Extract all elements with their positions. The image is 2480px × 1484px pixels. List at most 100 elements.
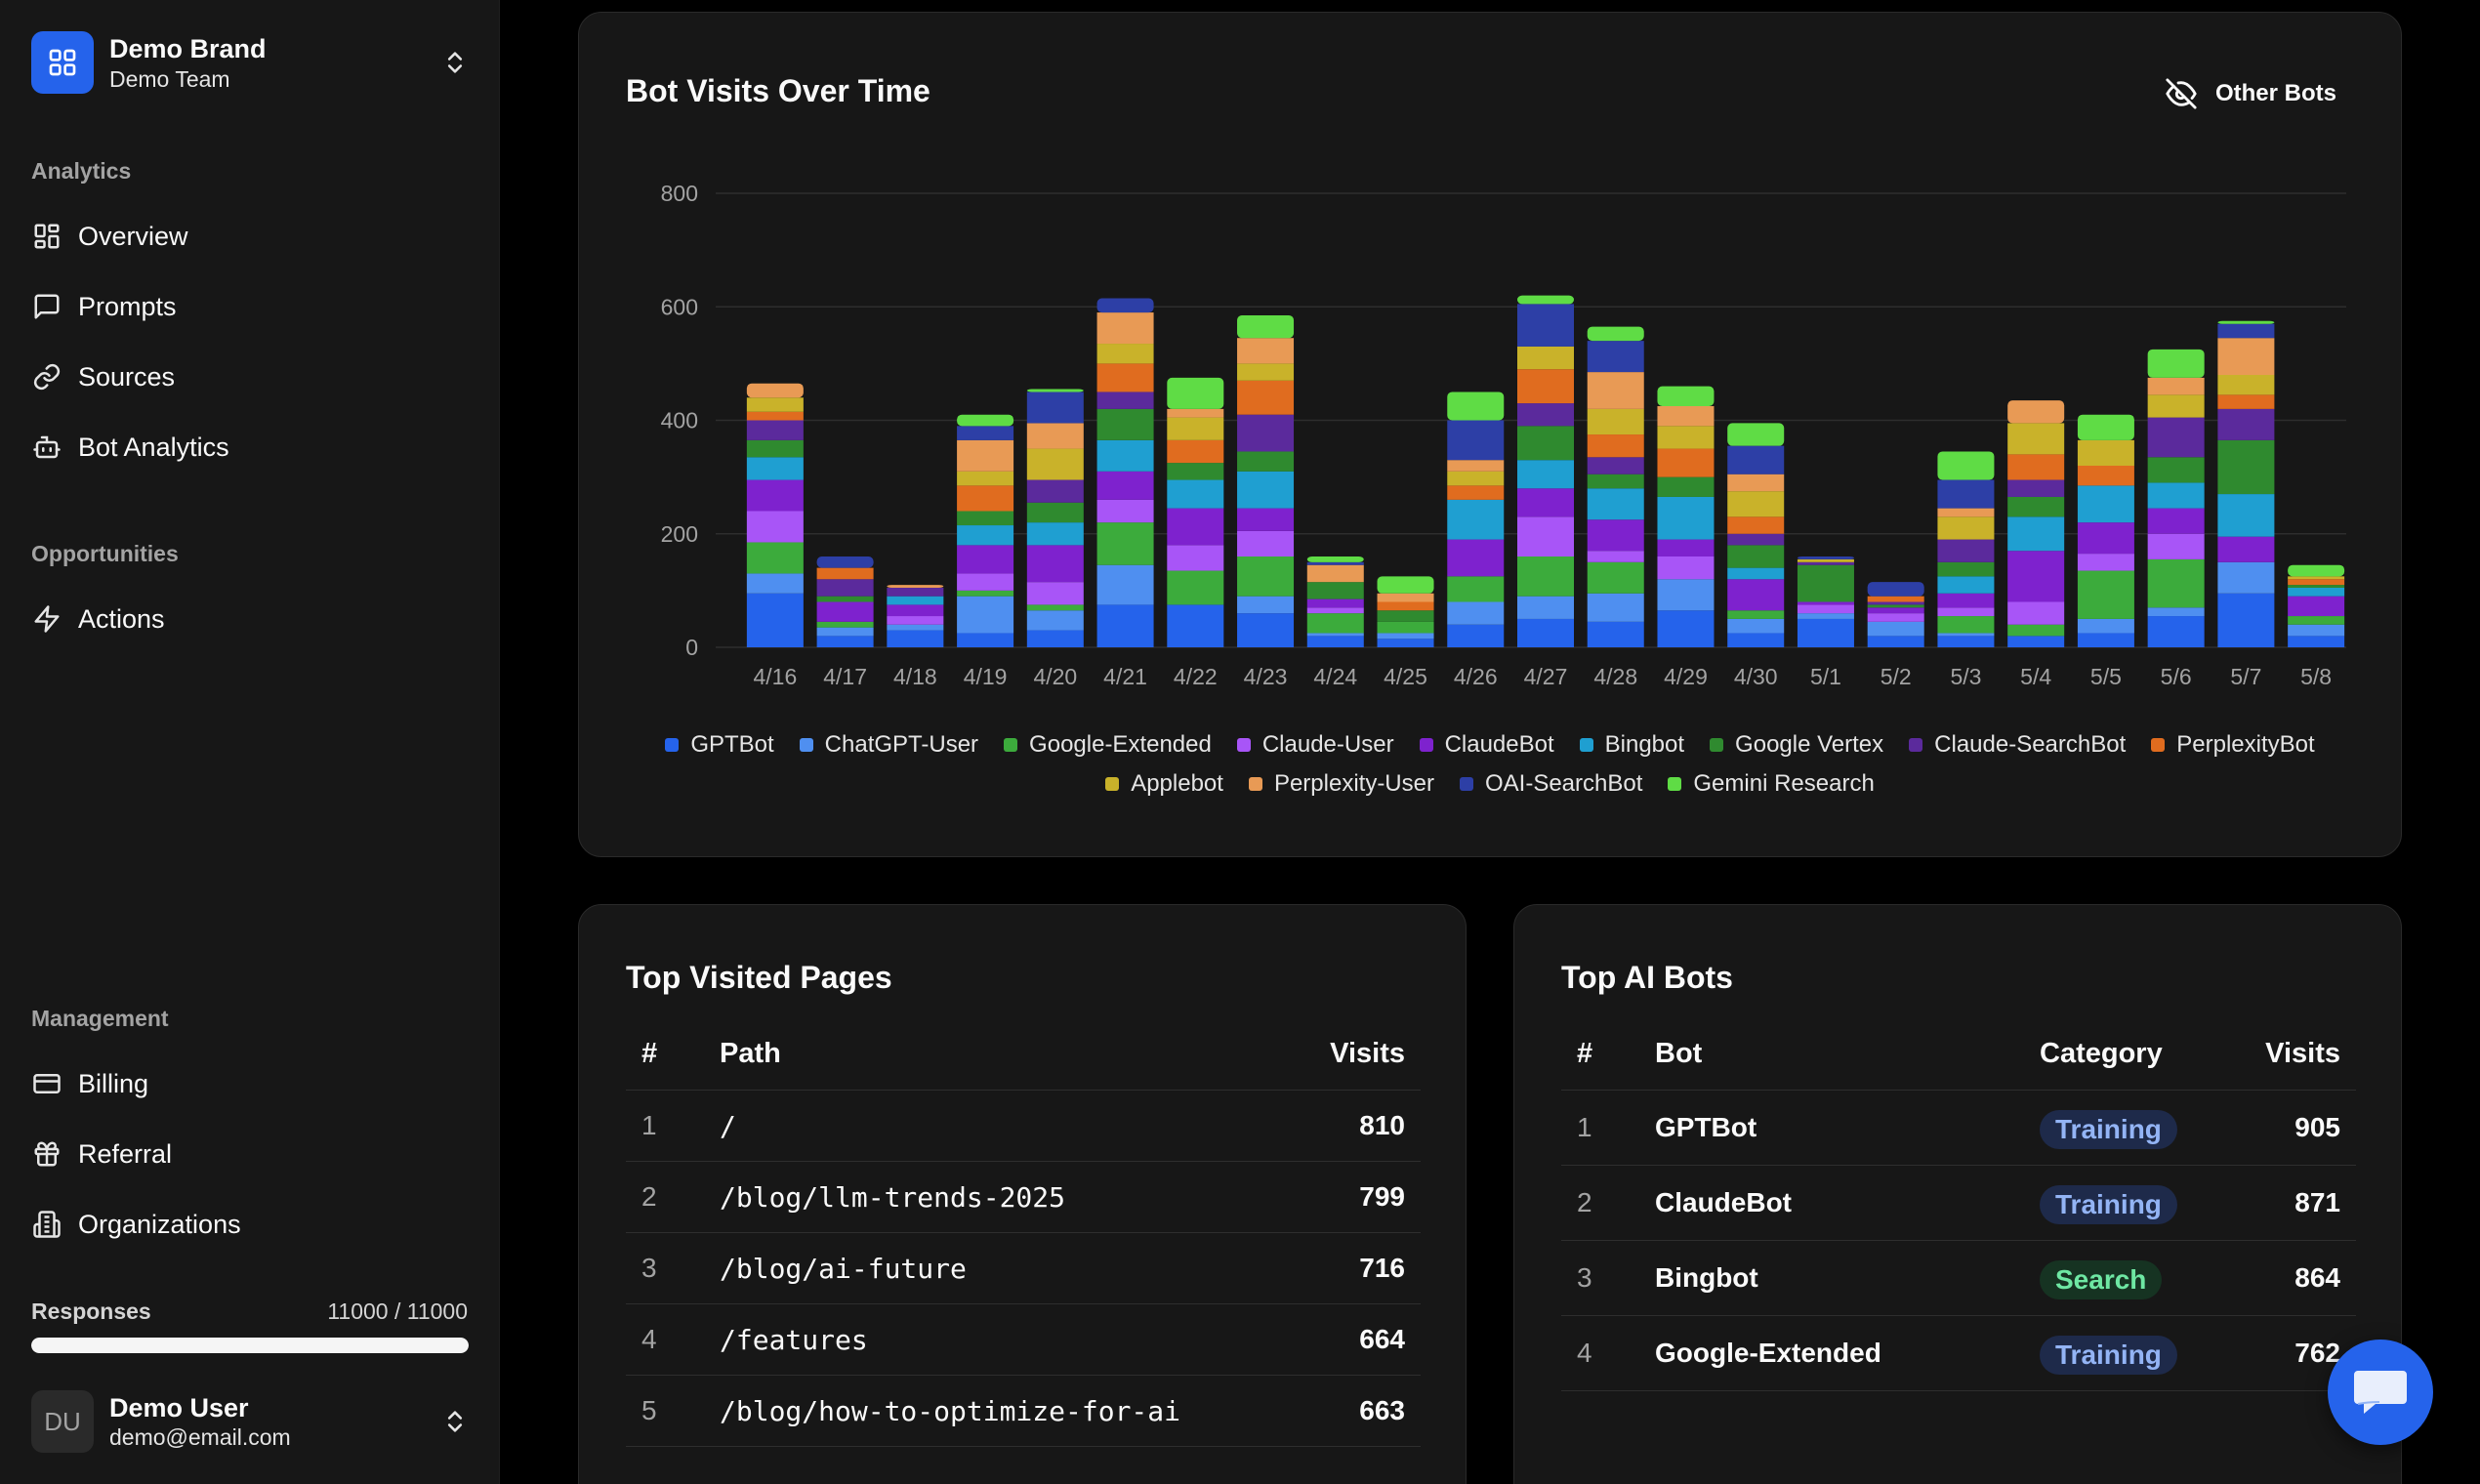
bar-segment[interactable] <box>1167 508 1224 546</box>
bar-segment[interactable] <box>816 627 874 637</box>
legend-item[interactable]: OAI-SearchBot <box>1459 770 1642 798</box>
bar-segment[interactable] <box>1447 485 1505 500</box>
bar-segment[interactable] <box>1517 460 1574 489</box>
bar-segment[interactable] <box>2288 576 2345 580</box>
bar-segment[interactable] <box>1167 408 1224 418</box>
bar-segment[interactable] <box>1026 604 1084 611</box>
bar-segment[interactable] <box>1797 556 1854 559</box>
bar-segment[interactable] <box>1306 636 1364 647</box>
bar-segment[interactable] <box>1167 479 1224 509</box>
bar-segment[interactable] <box>1587 551 1644 562</box>
bar-segment[interactable] <box>1096 604 1154 647</box>
table-row[interactable]: 1 GPTBot Training 905 <box>1561 1091 2356 1166</box>
other-bots-toggle[interactable]: Other Bots <box>2165 77 2336 110</box>
bar-segment[interactable] <box>1306 561 1364 565</box>
bar-segment[interactable] <box>1447 624 1505 647</box>
bar-segment[interactable] <box>2288 587 2345 597</box>
bar-segment[interactable] <box>816 596 874 602</box>
bar-segment[interactable] <box>1096 392 1154 409</box>
bar-segment[interactable] <box>1937 479 1995 509</box>
bar-segment[interactable] <box>1167 570 1224 605</box>
sidebar-item-billing[interactable]: Billing <box>31 1060 148 1107</box>
bar-segment[interactable] <box>1517 369 1574 404</box>
legend-item[interactable]: Applebot <box>1105 770 1223 798</box>
bar-segment[interactable] <box>1657 448 1715 477</box>
bar-segment[interactable] <box>816 601 874 622</box>
bar-segment[interactable] <box>957 545 1014 574</box>
table-row[interactable]: 2/blog/llm-trends-2025 799 <box>626 1162 1421 1233</box>
bar-segment[interactable] <box>957 439 1014 472</box>
bar-segment[interactable] <box>1937 451 1995 480</box>
legend-item[interactable]: PerplexityBot <box>2151 731 2315 759</box>
legend-item[interactable]: Claude-User <box>1236 731 1394 759</box>
bar-segment[interactable] <box>2007 636 2065 647</box>
bar-segment[interactable] <box>1447 601 1505 625</box>
bar-segment[interactable] <box>1517 618 1574 647</box>
table-row[interactable]: 3/blog/ai-future 716 <box>626 1233 1421 1304</box>
bar-segment[interactable] <box>1096 499 1154 523</box>
bar-segment[interactable] <box>1797 613 1854 619</box>
legend-item[interactable]: Gemini Research <box>1668 770 1875 798</box>
bar-segment[interactable] <box>887 587 944 597</box>
bar-segment[interactable] <box>1237 414 1295 452</box>
bar-segment[interactable] <box>1026 630 1084 647</box>
bar-segment[interactable] <box>1587 372 1644 409</box>
bar-segment[interactable] <box>746 439 804 458</box>
bar-segment[interactable] <box>1377 621 1434 634</box>
bar-segment[interactable] <box>1237 556 1295 597</box>
legend-item[interactable]: ClaudeBot <box>1419 731 1554 759</box>
bar-segment[interactable] <box>1447 460 1505 472</box>
bar-segment[interactable] <box>1447 392 1505 421</box>
sidebar-item-bot-analytics[interactable]: Bot Analytics <box>31 424 229 471</box>
bar-segment[interactable] <box>1237 596 1295 614</box>
bar-segment[interactable] <box>1867 582 1924 597</box>
legend-item[interactable]: Claude-SearchBot <box>1909 731 2126 759</box>
bar-segment[interactable] <box>1026 610 1084 631</box>
bar-segment[interactable] <box>1937 607 1995 617</box>
bar-segment[interactable] <box>1167 417 1224 440</box>
chat-support-button[interactable] <box>2328 1340 2433 1445</box>
bar-segment[interactable] <box>887 596 944 605</box>
bar-segment[interactable] <box>1657 426 1715 449</box>
bar-segment[interactable] <box>1657 610 1715 647</box>
bar-segment[interactable] <box>2217 408 2275 440</box>
bar-segment[interactable] <box>2217 394 2275 409</box>
bar-segment[interactable] <box>2217 536 2275 562</box>
bar-segment[interactable] <box>1867 613 1924 622</box>
bar-segment[interactable] <box>957 525 1014 546</box>
bar-segment[interactable] <box>2007 400 2065 424</box>
bar-segment[interactable] <box>746 383 804 398</box>
bar-segment[interactable] <box>957 511 1014 526</box>
legend-item[interactable]: Bingbot <box>1579 731 1684 759</box>
bar-segment[interactable] <box>1937 516 1995 540</box>
bar-segment[interactable] <box>1727 545 1785 568</box>
bar-segment[interactable] <box>1517 426 1574 461</box>
bar-segment[interactable] <box>1447 420 1505 461</box>
bar-segment[interactable] <box>2217 320 2275 324</box>
bar-segment[interactable] <box>1867 621 1924 637</box>
bar-segment[interactable] <box>2007 454 2065 480</box>
bar-segment[interactable] <box>746 511 804 543</box>
bar-segment[interactable] <box>1587 326 1644 342</box>
bar-segment[interactable] <box>1937 636 1995 647</box>
bar-segment[interactable] <box>2217 323 2275 339</box>
bar-segment[interactable] <box>1026 522 1084 546</box>
bar-segment[interactable] <box>2147 616 2205 647</box>
sidebar-item-overview[interactable]: Overview <box>31 213 188 260</box>
bar-segment[interactable] <box>1167 463 1224 480</box>
bar-segment[interactable] <box>2147 394 2205 418</box>
bar-segment[interactable] <box>1657 556 1715 580</box>
bar-segment[interactable] <box>1517 556 1574 597</box>
bar-segment[interactable] <box>2288 585 2345 588</box>
bar-segment[interactable] <box>1727 610 1785 619</box>
bar-segment[interactable] <box>1867 636 1924 647</box>
bar-segment[interactable] <box>1026 423 1084 449</box>
bar-segment[interactable] <box>1026 389 1084 392</box>
bar-segment[interactable] <box>816 636 874 647</box>
legend-item[interactable]: Google-Extended <box>1004 731 1212 759</box>
bar-segment[interactable] <box>1026 582 1084 605</box>
bar-segment[interactable] <box>1167 545 1224 571</box>
bar-segment[interactable] <box>957 414 1014 427</box>
bar-segment[interactable] <box>2217 494 2275 537</box>
bar-segment[interactable] <box>1937 593 1995 608</box>
